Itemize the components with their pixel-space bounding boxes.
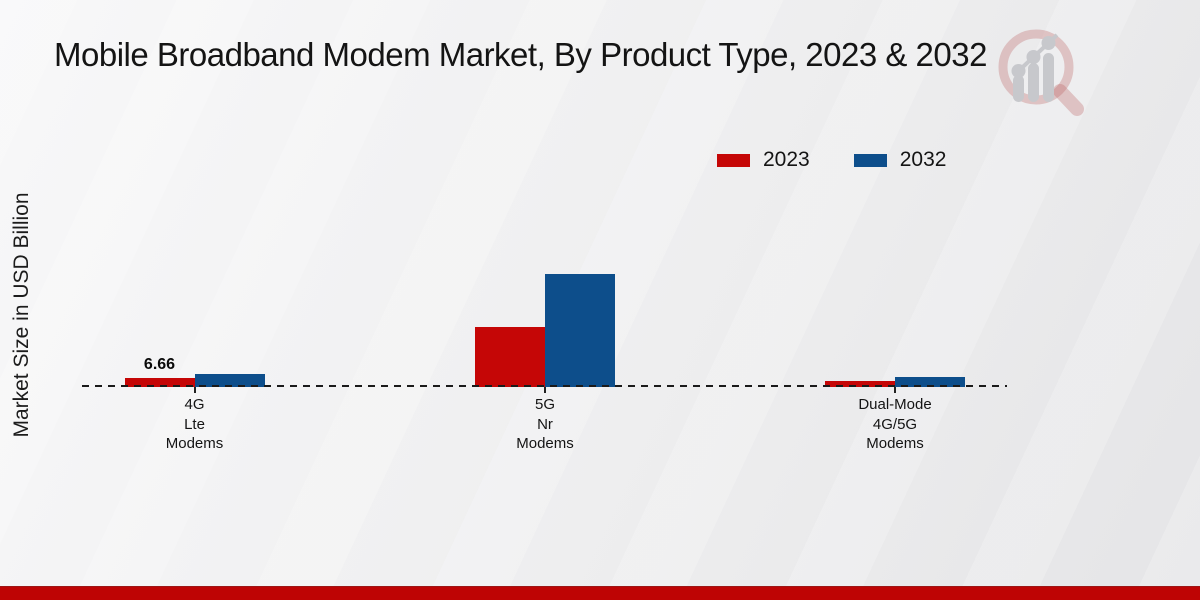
x-tick-label-4g-lte-modems: 4G Lte Modems xyxy=(165,396,224,452)
value-label-2023-4g-lte-modems: 6.66 xyxy=(143,356,176,373)
legend-item-2032: 2032 xyxy=(853,148,947,172)
legend-swatch-2023 xyxy=(717,153,750,167)
bar-2032-4g-lte-modems xyxy=(194,374,265,387)
legend-item-2023: 2023 xyxy=(717,148,810,172)
x-tick-4g-lte-modems xyxy=(193,387,196,393)
footer-accent-bar xyxy=(0,586,1200,600)
chart-title: Mobile Broadband Modem Market, By Produc… xyxy=(54,36,987,73)
bar-2023-4g-lte-modems xyxy=(124,378,195,387)
x-tick-label-dual-mode-4g-5g-modems: Dual-Mode 4G/5G Modems xyxy=(858,396,932,452)
x-tick-label-5g-nr-modems: 5G Nr Modems xyxy=(516,396,574,452)
legend-label-2032: 2032 xyxy=(899,148,947,171)
x-axis-baseline xyxy=(82,385,1007,387)
bar-2023-dual-mode-4g-5g-modems xyxy=(825,381,895,387)
bar-2032-5g-nr-modems xyxy=(545,274,615,387)
x-tick-5g-nr-modems xyxy=(544,387,546,393)
x-tick-dual-mode-4g-5g-modems xyxy=(894,387,896,393)
legend-label-2023: 2023 xyxy=(763,148,810,171)
legend: 2023 2032 xyxy=(717,148,946,172)
bar-2023-5g-nr-modems xyxy=(475,327,545,387)
magnifier-bar-chart-watermark-icon xyxy=(998,29,1084,116)
legend-swatch-2032 xyxy=(853,153,887,167)
bar-2032-dual-mode-4g-5g-modems xyxy=(895,377,965,387)
